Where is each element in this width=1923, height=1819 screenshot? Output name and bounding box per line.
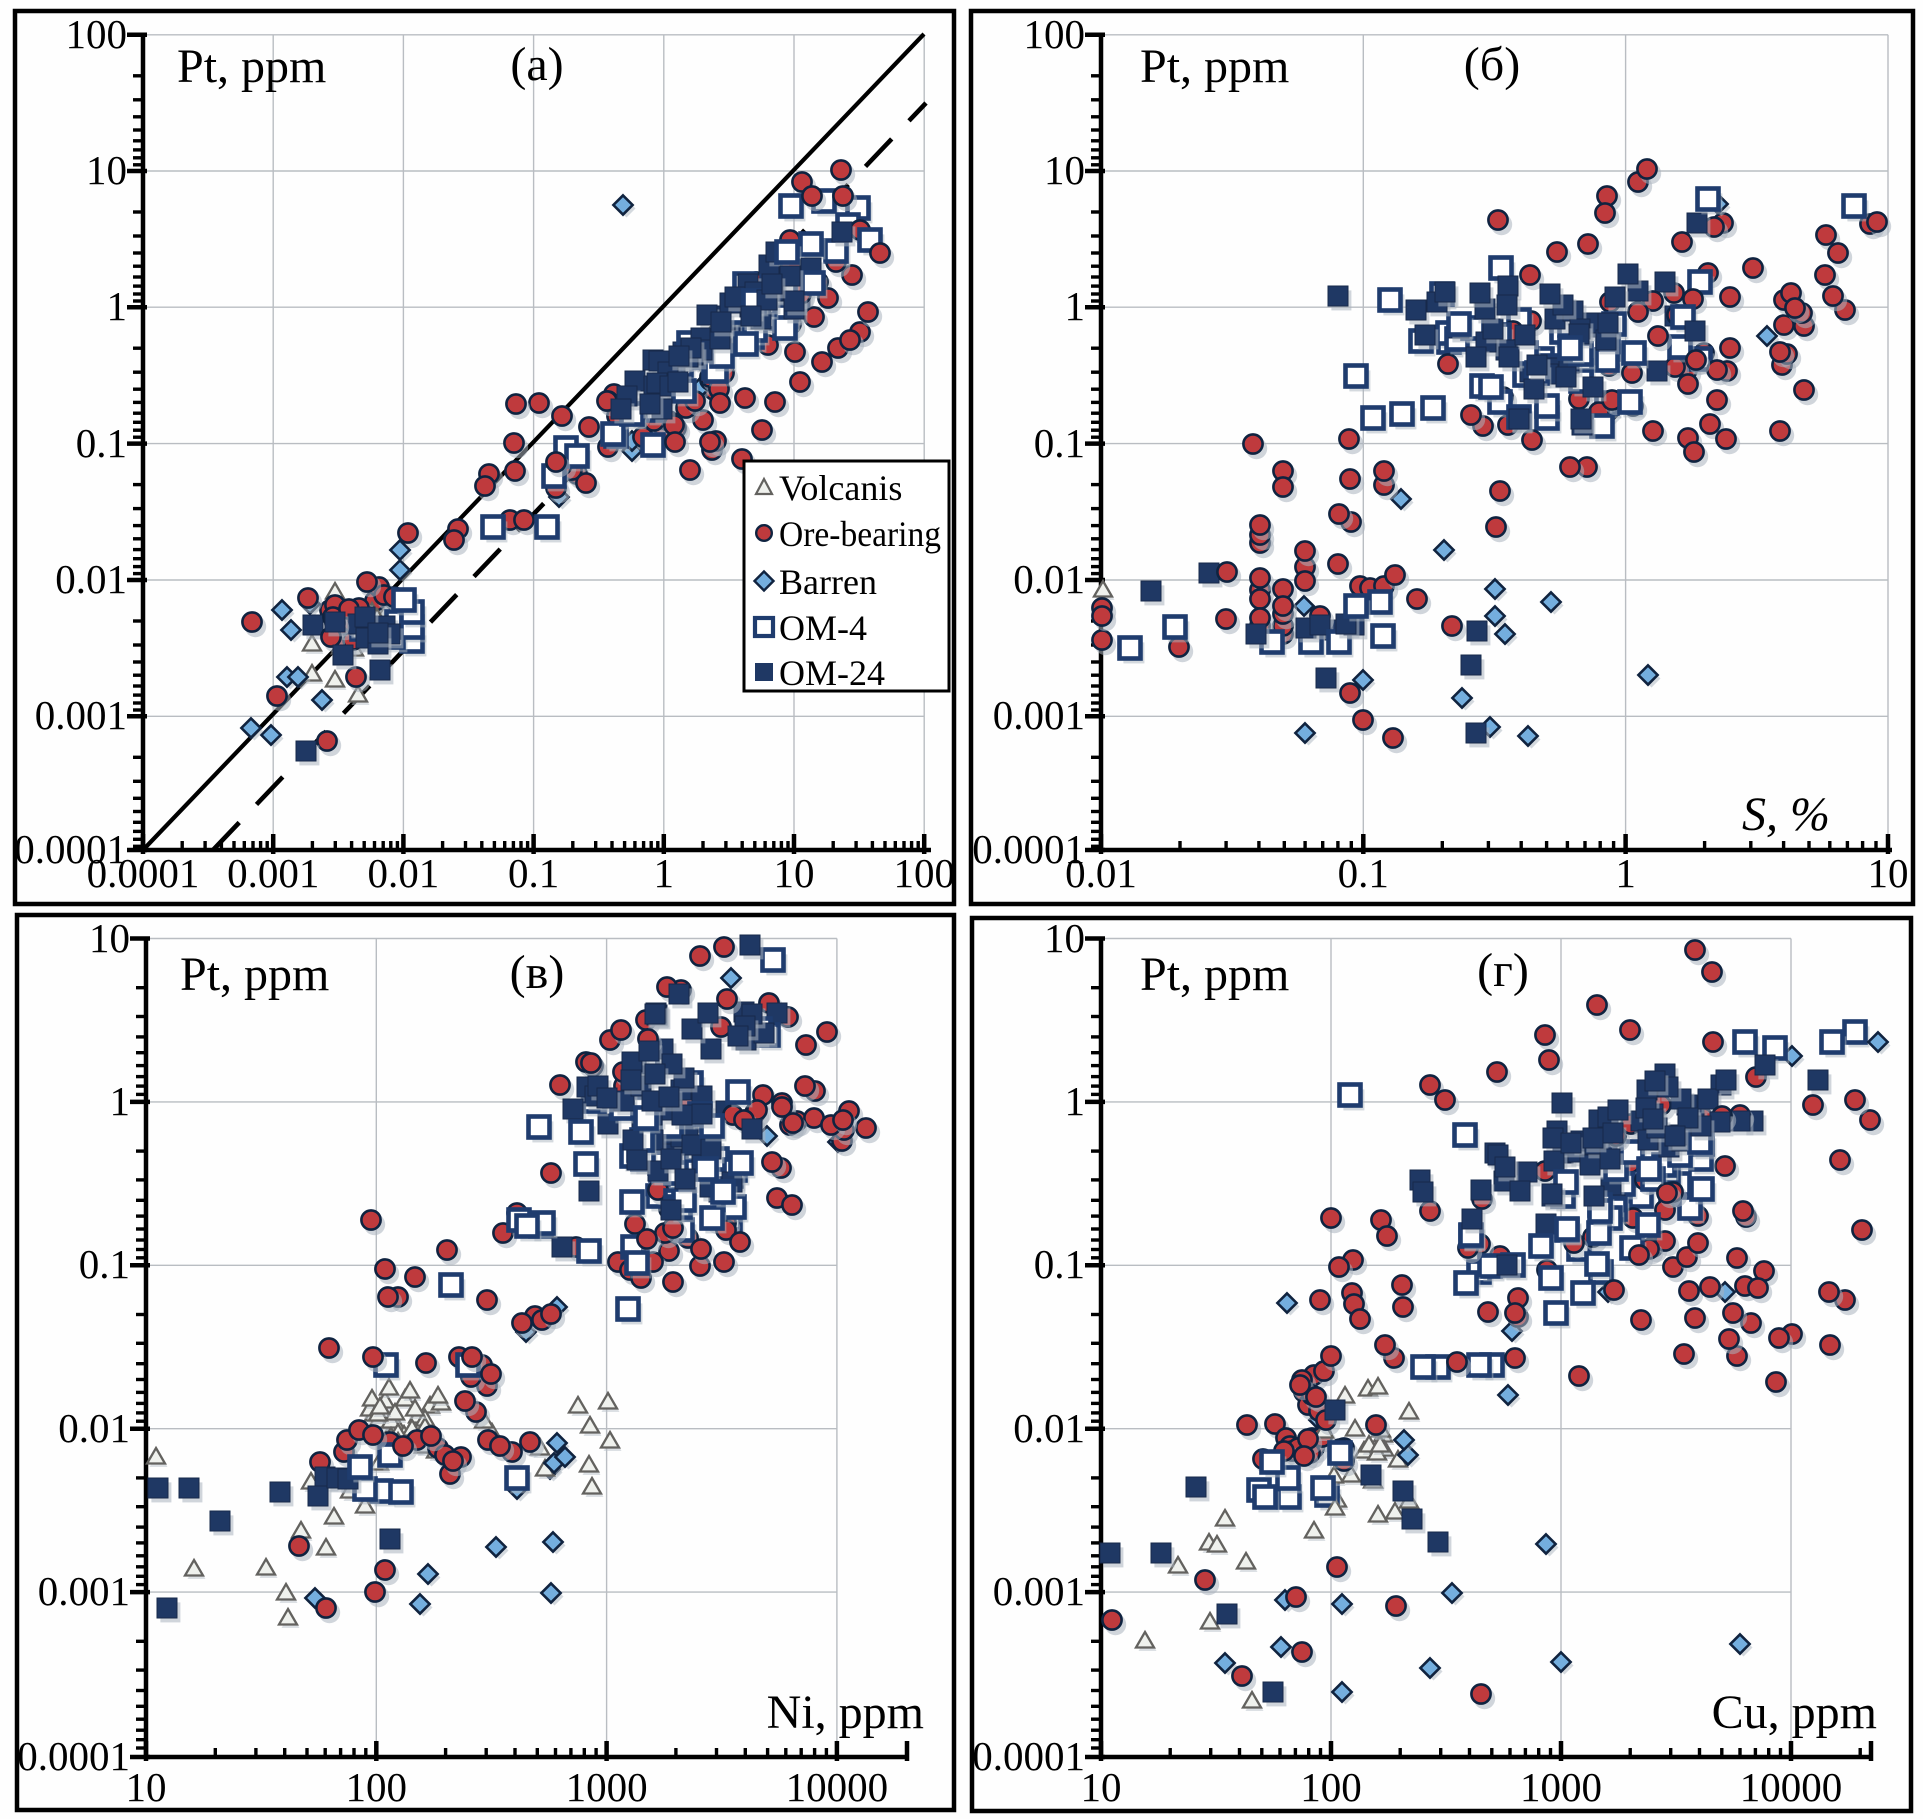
svg-text:OM-4: OM-4: [779, 608, 867, 648]
svg-text:100: 100: [1300, 1764, 1362, 1810]
svg-text:100: 100: [1024, 11, 1086, 57]
svg-text:0.001: 0.001: [35, 692, 127, 738]
svg-text:(a): (a): [510, 38, 563, 91]
svg-text:10: 10: [89, 915, 130, 961]
svg-text:0.1: 0.1: [1034, 1241, 1085, 1287]
svg-text:0.0001: 0.0001: [14, 826, 127, 872]
svg-text:1000: 1000: [566, 1764, 648, 1810]
svg-text:Pt, ppm: Pt, ppm: [1140, 40, 1289, 93]
svg-text:Pt, ppm: Pt, ppm: [177, 40, 326, 93]
svg-text:0.1: 0.1: [79, 1241, 130, 1287]
svg-text:10000: 10000: [786, 1764, 889, 1810]
svg-text:1: 1: [1065, 1078, 1086, 1124]
svg-text:0.001: 0.001: [227, 850, 319, 896]
svg-text:1: 1: [110, 1078, 131, 1124]
svg-text:0.01: 0.01: [55, 556, 127, 602]
svg-text:Cu, ppm: Cu, ppm: [1712, 1686, 1877, 1739]
svg-text:10: 10: [126, 1764, 167, 1810]
svg-text:0.01: 0.01: [368, 850, 440, 896]
svg-text:100: 100: [346, 1764, 408, 1810]
svg-text:Pt, ppm: Pt, ppm: [1140, 948, 1289, 1001]
svg-text:0.01: 0.01: [1013, 1405, 1085, 1451]
svg-text:10: 10: [86, 147, 127, 193]
svg-text:(б): (б): [1464, 38, 1520, 91]
svg-text:10000: 10000: [1740, 1764, 1843, 1810]
svg-text:0.0001: 0.0001: [972, 826, 1085, 872]
svg-text:1: 1: [654, 850, 675, 896]
svg-text:0.1: 0.1: [76, 420, 127, 466]
svg-text:OM-24: OM-24: [779, 653, 885, 693]
svg-text:Pt, ppm: Pt, ppm: [180, 948, 329, 1001]
svg-text:0.001: 0.001: [38, 1568, 130, 1614]
svg-text:0.01: 0.01: [58, 1405, 130, 1451]
svg-text:(г): (г): [1477, 944, 1529, 997]
svg-text:0.01: 0.01: [1065, 850, 1137, 896]
svg-text:Ni, ppm: Ni, ppm: [767, 1686, 924, 1739]
svg-text:100: 100: [893, 850, 955, 896]
svg-text:1: 1: [1615, 850, 1636, 896]
svg-text:1: 1: [107, 283, 128, 329]
svg-text:10: 10: [1044, 915, 1085, 961]
svg-text:Barren: Barren: [779, 562, 877, 602]
svg-text:10: 10: [1081, 1764, 1122, 1810]
svg-text:0.0001: 0.0001: [972, 1733, 1085, 1779]
svg-text:1: 1: [1065, 283, 1086, 329]
svg-text:0.1: 0.1: [1338, 850, 1389, 896]
svg-text:0.0001: 0.0001: [17, 1733, 130, 1779]
svg-text:10: 10: [774, 850, 815, 896]
svg-text:100: 100: [66, 11, 128, 57]
svg-text:Ore-bearing: Ore-bearing: [779, 514, 941, 554]
svg-text:(в): (в): [510, 946, 565, 999]
svg-text:10: 10: [1044, 147, 1085, 193]
svg-text:0.1: 0.1: [1034, 420, 1085, 466]
svg-text:Volcanis: Volcanis: [779, 468, 902, 508]
svg-text:1000: 1000: [1520, 1764, 1602, 1810]
svg-text:0.01: 0.01: [1013, 556, 1085, 602]
svg-text:0.0001: 0.0001: [87, 850, 200, 896]
svg-text:10: 10: [1868, 850, 1909, 896]
svg-text:0.001: 0.001: [993, 1568, 1085, 1614]
svg-text:S, %: S, %: [1742, 788, 1830, 841]
svg-text:0.001: 0.001: [993, 692, 1085, 738]
svg-text:0.1: 0.1: [508, 850, 559, 896]
